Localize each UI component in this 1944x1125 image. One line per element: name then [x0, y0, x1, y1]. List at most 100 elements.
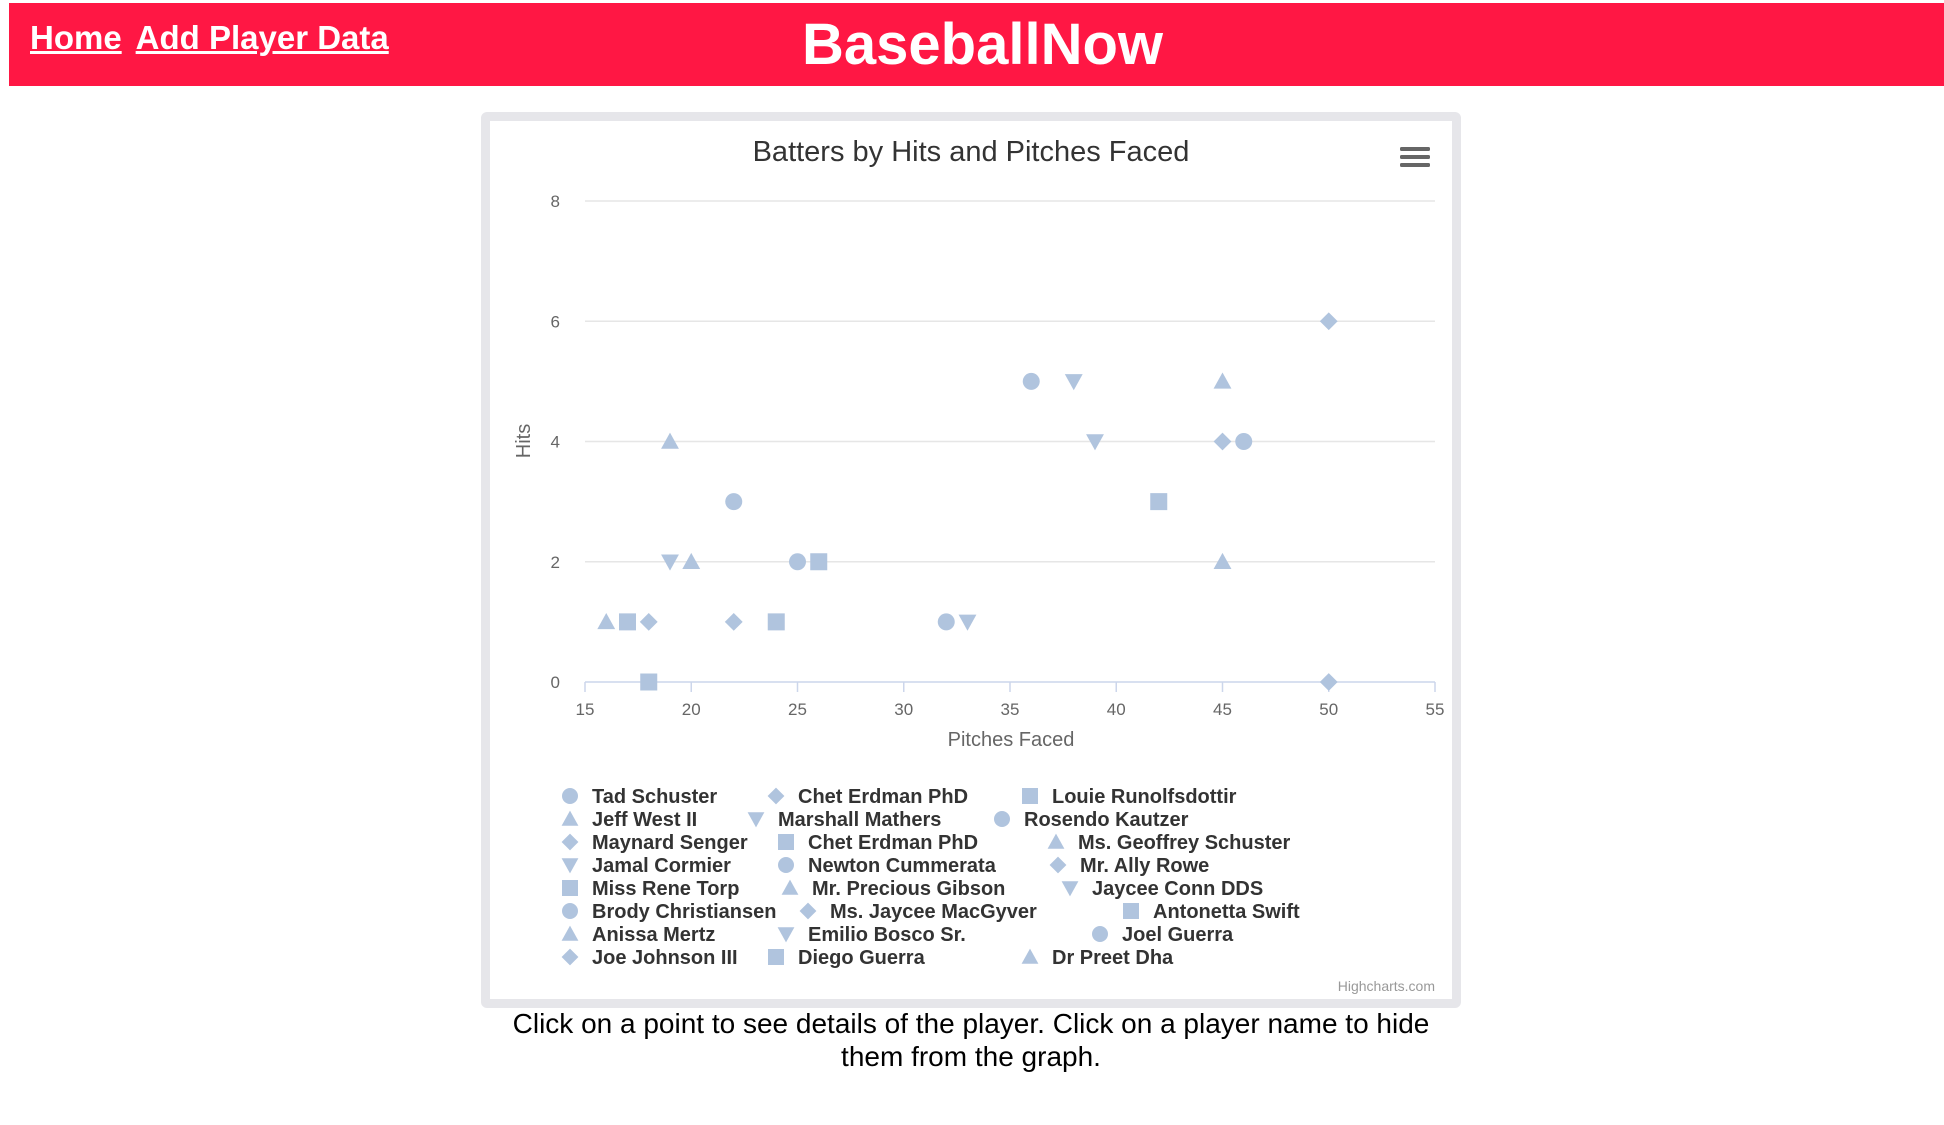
- legend-label[interactable]: Tad Schuster: [592, 786, 717, 808]
- data-point[interactable]: [767, 613, 785, 631]
- legend-item[interactable]: Ms. Jaycee MacGyver: [799, 901, 1037, 923]
- data-point[interactable]: [1064, 374, 1083, 391]
- legend-label[interactable]: Jeff West II: [592, 809, 697, 831]
- x-tick-label: 50: [1319, 700, 1338, 719]
- data-point[interactable]: [619, 613, 636, 631]
- data-point[interactable]: [661, 554, 679, 571]
- data-point[interactable]: [1235, 433, 1253, 450]
- legend-marker-icon: [781, 879, 799, 895]
- x-tick-label: 35: [1001, 700, 1020, 719]
- data-point[interactable]: [1213, 432, 1232, 451]
- legend-item[interactable]: Mr. Precious Gibson: [781, 878, 1006, 900]
- data-point[interactable]: [682, 552, 701, 569]
- legend-label[interactable]: Jaycee Conn DDS: [1092, 878, 1263, 900]
- top-navbar: Home Add Player Data BaseballNow: [9, 3, 1944, 86]
- chart-instructions: Click on a point to see details of the p…: [512, 1008, 1430, 1072]
- data-point[interactable]: [1022, 372, 1040, 390]
- legend-item[interactable]: Chet Erdman PhD: [767, 786, 968, 808]
- legend-marker-icon: [778, 834, 794, 850]
- data-point[interactable]: [1319, 312, 1338, 331]
- data-point[interactable]: [1319, 673, 1338, 691]
- data-point[interactable]: [937, 613, 955, 631]
- legend-item[interactable]: Marshall Mathers: [747, 809, 942, 831]
- legend-label[interactable]: Chet Erdman PhD: [808, 832, 978, 854]
- legend-marker-icon: [778, 857, 794, 873]
- brand-title: BaseballNow: [802, 12, 1163, 77]
- legend-label[interactable]: Marshall Mathers: [778, 809, 941, 831]
- data-point[interactable]: [1150, 493, 1168, 511]
- legend-label[interactable]: Anissa Mertz: [592, 924, 715, 946]
- legend-marker-icon: [1021, 948, 1039, 964]
- x-tick-label: 30: [894, 700, 913, 719]
- y-tick-label: 4: [551, 433, 560, 452]
- chart-container: Batters by Hits and Pitches Faced 0 2 4 6 8 15…: [481, 112, 1461, 1008]
- y-tick-label: 8: [551, 192, 560, 211]
- legend-label[interactable]: Diego Guerra: [798, 947, 926, 969]
- legend-marker-icon: [1123, 903, 1139, 919]
- data-point[interactable]: [639, 612, 658, 631]
- legend-item[interactable]: Antonetta Swift: [1123, 901, 1300, 923]
- data-point[interactable]: [958, 614, 977, 631]
- legend-item[interactable]: Chet Erdman PhD: [778, 832, 978, 854]
- legend-item[interactable]: Tad Schuster: [562, 786, 717, 808]
- legend-label[interactable]: Jamal Cormier: [592, 855, 731, 877]
- legend-item[interactable]: Emilio Bosco Sr.: [777, 924, 966, 946]
- legend-item[interactable]: Diego Guerra: [768, 947, 926, 969]
- x-axis-label: Pitches Faced: [948, 729, 1075, 751]
- legend-label[interactable]: Ms. Jaycee MacGyver: [830, 901, 1037, 923]
- legend-item[interactable]: Dr Preet Dha: [1021, 947, 1174, 969]
- data-point[interactable]: [725, 493, 743, 511]
- legend-marker-icon: [747, 812, 765, 828]
- legend-label[interactable]: Ms. Geoffrey Schuster: [1078, 832, 1291, 854]
- legend-label[interactable]: Mr. Ally Rowe: [1080, 855, 1209, 877]
- legend-item[interactable]: Mr. Ally Rowe: [1049, 855, 1210, 877]
- hamburger-menu-icon[interactable]: [1400, 147, 1430, 167]
- legend-label[interactable]: Mr. Precious Gibson: [812, 878, 1005, 900]
- add-player-data-link[interactable]: Add Player Data: [135, 19, 389, 56]
- legend-item[interactable]: Brody Christiansen: [562, 901, 776, 923]
- legend-label[interactable]: Joel Guerra: [1122, 924, 1234, 946]
- data-point[interactable]: [1213, 552, 1232, 569]
- legend-marker-icon: [561, 948, 579, 966]
- legend-item[interactable]: Rosendo Kautzer: [994, 809, 1189, 831]
- legend-label[interactable]: Chet Erdman PhD: [798, 786, 968, 808]
- legend-marker-icon: [994, 811, 1010, 827]
- legend-label[interactable]: Newton Cummerata: [808, 855, 997, 877]
- legend-marker-icon: [562, 788, 578, 804]
- legend-item[interactable]: Miss Rene Torp: [562, 878, 739, 900]
- legend-item[interactable]: Maynard Senger: [561, 832, 748, 854]
- data-point[interactable]: [789, 553, 806, 571]
- data-point[interactable]: [724, 612, 743, 631]
- x-tick-label: 45: [1213, 700, 1232, 719]
- x-tick-label: 40: [1107, 700, 1126, 719]
- data-point[interactable]: [597, 612, 616, 630]
- legend-item[interactable]: Anissa Mertz: [561, 924, 716, 946]
- legend-item[interactable]: Newton Cummerata: [778, 855, 997, 877]
- legend-item[interactable]: Louie Runolfsdottir: [1022, 786, 1237, 808]
- legend-marker-icon: [1022, 788, 1038, 804]
- data-point[interactable]: [640, 673, 658, 691]
- legend-item[interactable]: Joel Guerra: [1092, 924, 1234, 946]
- home-link[interactable]: Home: [30, 19, 122, 56]
- legend-label[interactable]: Dr Preet Dha: [1052, 947, 1174, 969]
- legend-label[interactable]: Antonetta Swift: [1153, 901, 1300, 923]
- legend-label[interactable]: Joe Johnson III: [592, 947, 738, 969]
- legend-label[interactable]: Brody Christiansen: [592, 901, 776, 923]
- data-point[interactable]: [661, 432, 679, 449]
- legend-label[interactable]: Rosendo Kautzer: [1024, 809, 1189, 831]
- y-tick-label: 6: [551, 312, 560, 331]
- legend-item[interactable]: Ms. Geoffrey Schuster: [1047, 832, 1291, 854]
- legend-item[interactable]: Jaycee Conn DDS: [1061, 878, 1264, 900]
- y-tick-label: 2: [551, 553, 560, 572]
- legend-item[interactable]: Jeff West II: [561, 809, 698, 831]
- legend-label[interactable]: Emilio Bosco Sr.: [808, 924, 966, 946]
- legend-label[interactable]: Miss Rene Torp: [592, 878, 739, 900]
- legend-label[interactable]: Louie Runolfsdottir: [1052, 786, 1237, 808]
- data-point[interactable]: [1213, 372, 1232, 389]
- legend-item[interactable]: Jamal Cormier: [561, 855, 732, 877]
- credits-link[interactable]: Highcharts.com: [1338, 978, 1435, 994]
- data-point[interactable]: [810, 553, 828, 571]
- legend-item[interactable]: Joe Johnson III: [561, 947, 738, 969]
- data-point[interactable]: [1086, 434, 1104, 451]
- legend-label[interactable]: Maynard Senger: [592, 832, 748, 854]
